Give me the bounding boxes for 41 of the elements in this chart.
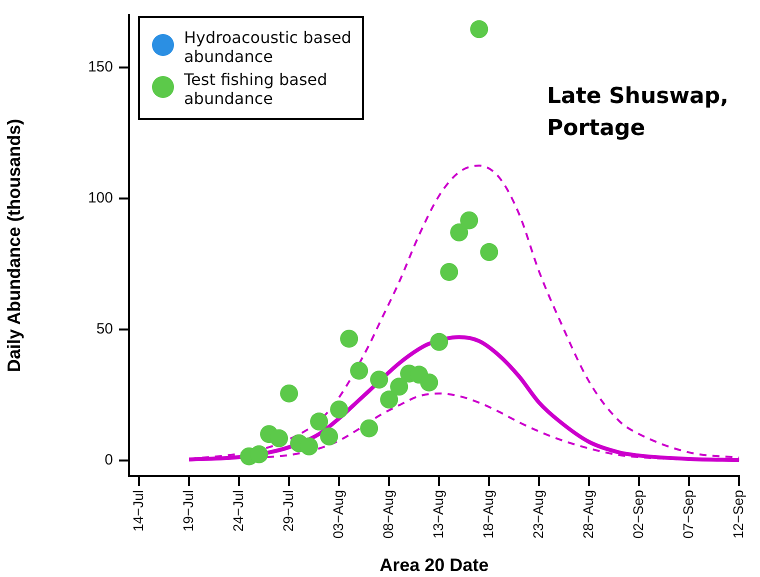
y-tick-label: 100	[88, 189, 113, 206]
x-tick-label: 12−Sep	[730, 490, 746, 539]
point	[350, 362, 368, 380]
x-tick-label: 08−Aug	[380, 490, 396, 539]
point	[340, 330, 358, 348]
point	[460, 211, 478, 230]
y-axis-title: Daily Abundance (thousands)	[4, 118, 24, 372]
y-tick-label: 50	[96, 320, 113, 338]
point	[270, 429, 288, 448]
x-tick-label: 29−Jul	[280, 490, 296, 532]
x-axis-title: Area 20 Date	[380, 555, 489, 576]
point	[280, 384, 298, 402]
point	[450, 223, 468, 242]
legend-label: Hydroacoustic based abundance	[184, 28, 352, 66]
x-tick-label: 07−Sep	[680, 490, 696, 539]
x-tick-label: 19−Jul	[180, 490, 196, 532]
point	[440, 262, 458, 281]
point	[310, 412, 328, 431]
point	[480, 243, 498, 262]
point	[330, 400, 348, 418]
point	[370, 370, 388, 389]
y-tick-label: 150	[88, 58, 113, 76]
x-tick-label: 23−Aug	[530, 490, 546, 539]
x-tick-label: 13−Aug	[430, 490, 446, 539]
legend-label: Test fishing based abundance	[184, 70, 328, 108]
x-tick-label: 24−Jul	[230, 490, 246, 532]
point	[380, 390, 398, 409]
x-tick-label: 14−Jul	[130, 490, 146, 532]
y-tick-label: 0	[104, 451, 113, 468]
annotation: Late Shuswap, Portage	[547, 84, 728, 141]
point	[320, 427, 338, 446]
point	[430, 332, 448, 351]
point	[420, 373, 438, 392]
point	[360, 419, 378, 438]
x-tick-label: 03−Aug	[330, 490, 346, 539]
point	[390, 378, 408, 396]
x-tick-label: 28−Aug	[580, 490, 596, 539]
point	[470, 20, 488, 38]
x-tick-label: 18−Aug	[480, 490, 496, 539]
point	[300, 437, 318, 456]
x-tick-label: 02−Sep	[630, 490, 646, 539]
